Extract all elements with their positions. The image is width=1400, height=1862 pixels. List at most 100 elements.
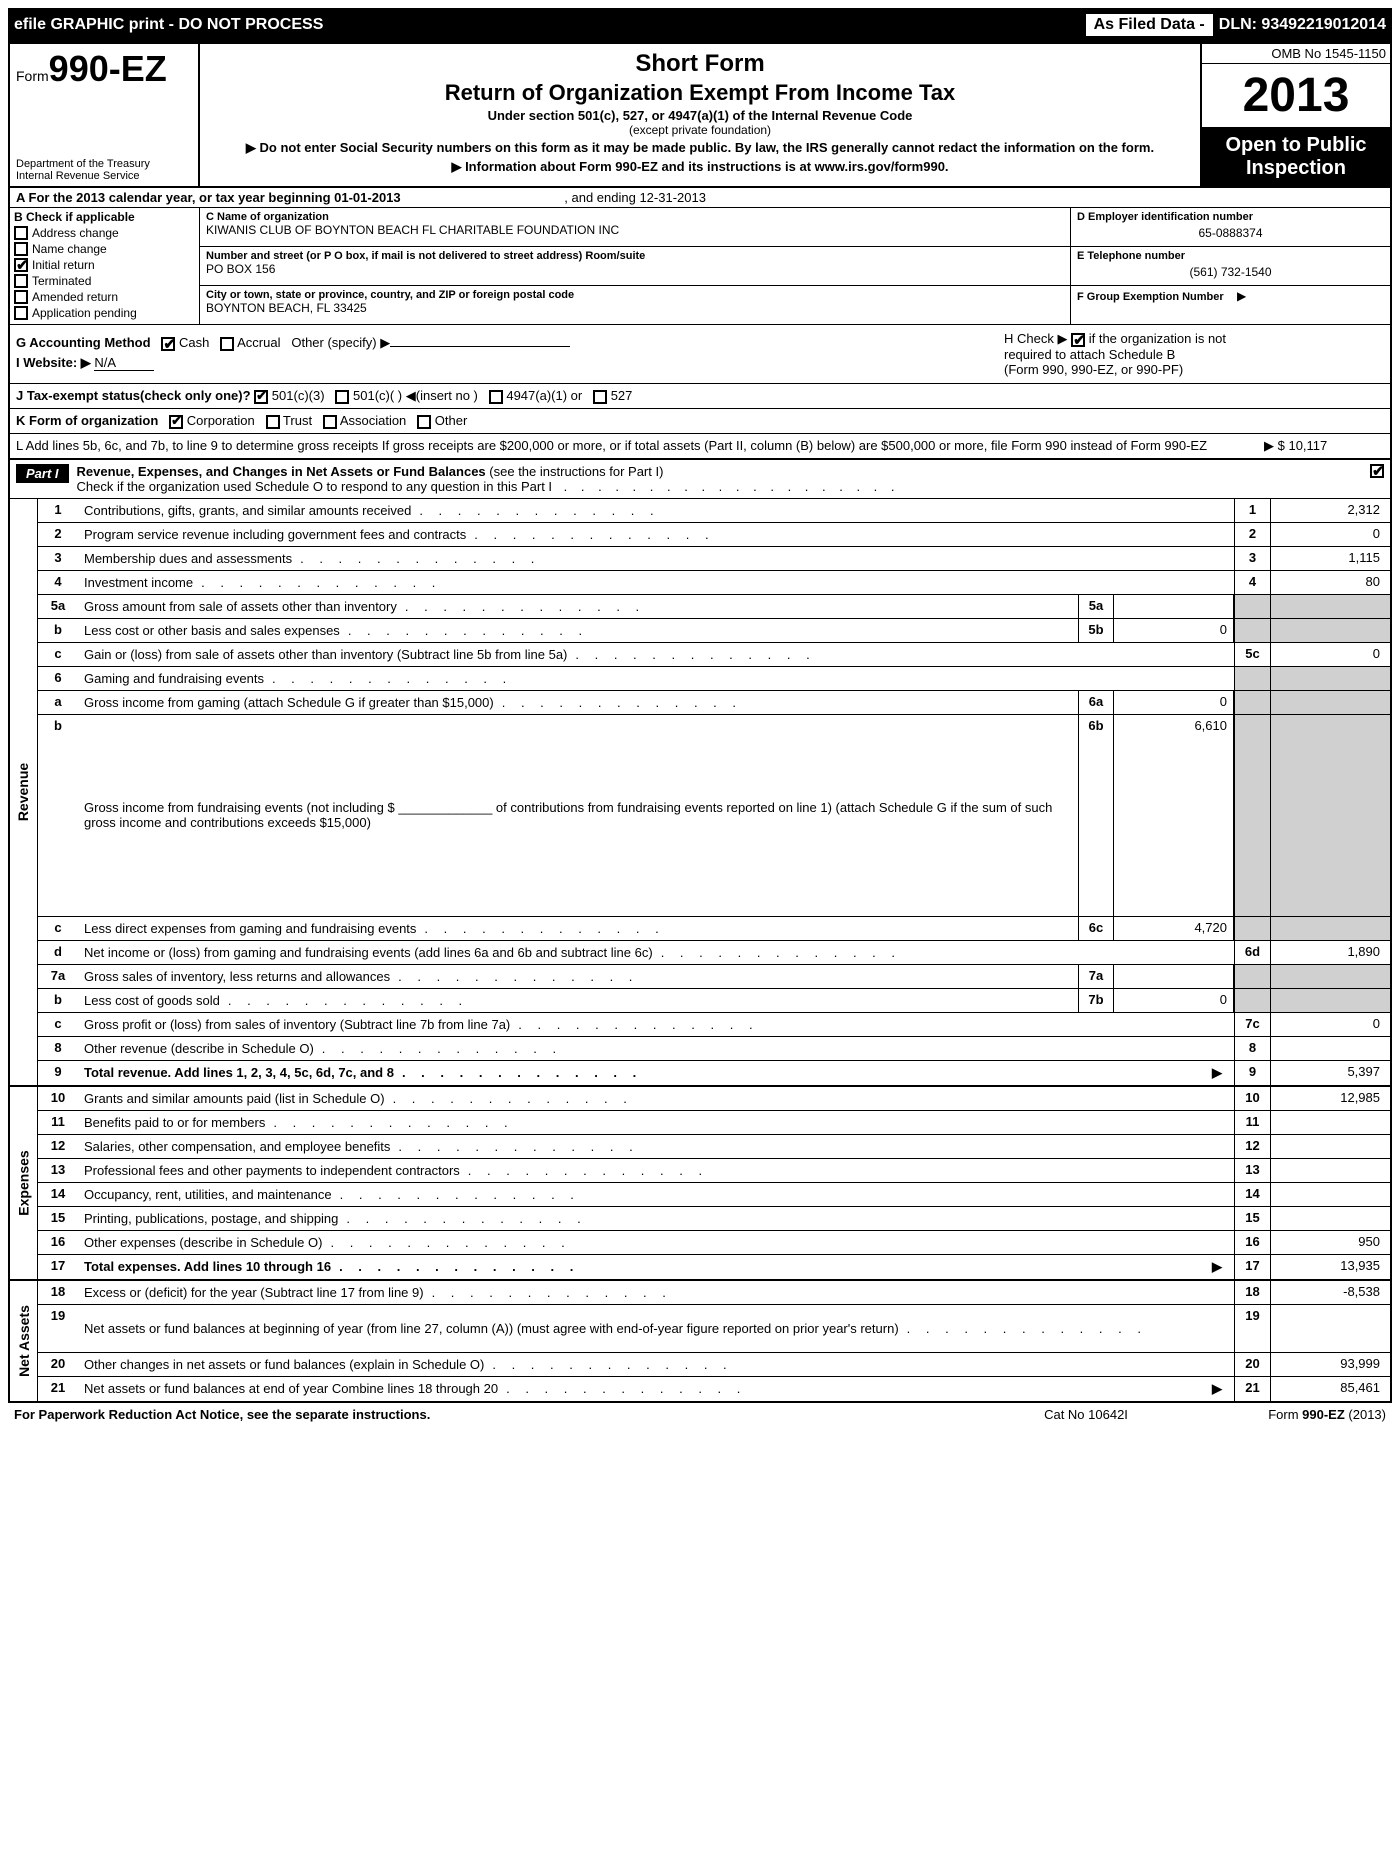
line-num: 10 [38,1087,78,1110]
b-checkbox-0[interactable] [14,226,28,240]
line-desc: Net assets or fund balances at end of ye… [78,1377,1234,1401]
line-5a: 5aGross amount from sale of assets other… [38,595,1390,619]
r-num: 21 [1234,1377,1270,1401]
line-desc: Benefits paid to or for members. . . . .… [78,1111,1234,1134]
line-desc: Less cost of goods sold. . . . . . . . .… [78,989,1078,1012]
mid-num: 5a [1078,595,1114,618]
footer-left: For Paperwork Reduction Act Notice, see … [14,1407,986,1422]
b-checkbox-2[interactable] [14,258,28,272]
r-val [1270,1037,1390,1060]
mid-num: 5b [1078,619,1114,642]
footer-right: Form 990-EZ (2013) [1186,1407,1386,1422]
line-15: 15Printing, publications, postage, and s… [38,1207,1390,1231]
line-desc: Less direct expenses from gaming and fun… [78,917,1078,940]
b-check-3: Terminated [14,274,195,288]
org-name-value: KIWANIS CLUB OF BOYNTON BEACH FL CHARITA… [206,223,1064,237]
line-14: 14Occupancy, rent, utilities, and mainte… [38,1183,1390,1207]
col-b-checkboxes: B Check if applicable Address changeName… [10,208,200,324]
other-underline [390,346,570,347]
mid-num: 6a [1078,691,1114,714]
r-num: 17 [1234,1255,1270,1279]
org-street-label: Number and street (or P O box, if mail i… [206,250,1064,262]
line-11: 11Benefits paid to or for members. . . .… [38,1111,1390,1135]
form-number-big: 990-EZ [49,48,167,89]
line-num: d [38,941,78,964]
r-val: 0 [1270,523,1390,546]
form-prefix: Form [16,68,49,84]
j-label: J Tax-exempt status(check only one)? [16,388,251,403]
k-opt-3: Other [435,413,468,428]
cash-checkbox[interactable] [161,337,175,351]
line-num: 2 [38,523,78,546]
r-val: 85,461 [1270,1377,1390,1401]
line-desc: Total expenses. Add lines 10 through 16.… [78,1255,1234,1279]
b-checkbox-5[interactable] [14,306,28,320]
r-val-shade [1270,715,1390,916]
j-527: 527 [611,388,633,403]
org-street-row: Number and street (or P O box, if mail i… [200,247,1070,286]
k-checkbox-1[interactable] [266,415,280,429]
r-val [1270,1159,1390,1182]
r-val: 2,312 [1270,499,1390,522]
j-527-checkbox[interactable] [593,390,607,404]
mid-num: 7b [1078,989,1114,1012]
line-2: 2Program service revenue including gover… [38,523,1390,547]
line-i: I Website: ▶ N/A [16,355,1004,371]
j-501c3-checkbox[interactable]: ✔ [254,390,268,404]
r-val: 1,115 [1270,547,1390,570]
line-desc: Net income or (loss) from gaming and fun… [78,941,1234,964]
line-num: a [38,691,78,714]
b-checkbox-3[interactable] [14,274,28,288]
group-label: F Group Exemption Number [1077,291,1224,303]
accrual-checkbox[interactable] [220,337,234,351]
h-line2: required to attach Schedule B [1004,347,1384,362]
r-num-shade [1234,965,1270,988]
line-desc: Gross sales of inventory, less returns a… [78,965,1078,988]
j-4947-checkbox[interactable] [489,390,503,404]
top-bar: efile GRAPHIC print - DO NOT PROCESS As … [8,8,1392,42]
part1-subtitle: (see the instructions for Part I) [489,464,663,479]
line-6: 6Gaming and fundraising events. . . . . … [38,667,1390,691]
b-check-1: Name change [14,242,195,256]
r-val: 5,397 [1270,1061,1390,1085]
part1-checkbox[interactable] [1370,464,1384,478]
b-checkbox-1[interactable] [14,242,28,256]
line-7c: cGross profit or (loss) from sales of in… [38,1013,1390,1037]
open-public: Open to Public [1204,134,1388,157]
line-desc: Other revenue (describe in Schedule O). … [78,1037,1234,1060]
b-checkbox-4[interactable] [14,290,28,304]
line-desc: Excess or (deficit) for the year (Subtra… [78,1281,1234,1304]
k-checkbox-3[interactable] [417,415,431,429]
mid-val [1114,595,1234,618]
r-num-shade [1234,595,1270,618]
j-501c3: 501(c)(3) [272,388,325,403]
line-num: 4 [38,571,78,594]
line-1: 1Contributions, gifts, grants, and simil… [38,499,1390,523]
j-501c-checkbox[interactable] [335,390,349,404]
group-arrow: ▶ [1237,289,1246,303]
subtitle-section: Under section 501(c), 527, or 4947(a)(1)… [210,108,1190,123]
tel-row: E Telephone number (561) 732-1540 [1071,247,1390,286]
k-checkbox-0[interactable]: ✔ [169,415,183,429]
line-num: 6 [38,667,78,690]
line-desc: Gaming and fundraising events. . . . . .… [78,667,1234,690]
h-checkbox[interactable] [1071,333,1085,347]
col-def: D Employer identification number 65-0888… [1070,208,1390,324]
col-b-head: B Check if applicable [14,210,195,224]
r-num: 18 [1234,1281,1270,1304]
line-num: c [38,917,78,940]
line-3: 3Membership dues and assessments. . . . … [38,547,1390,571]
omb-number: OMB No 1545-1150 [1202,44,1390,64]
line-desc: Salaries, other compensation, and employ… [78,1135,1234,1158]
line-19: 19Net assets or fund balances at beginni… [38,1305,1390,1353]
group-row: F Group Exemption Number ▶ [1071,286,1390,324]
revenue-section: Revenue 1Contributions, gifts, grants, a… [10,499,1390,1087]
section-k: K Form of organization ✔ Corporation Tru… [10,409,1390,434]
cash-label: Cash [179,335,209,350]
dept-treasury: Department of the Treasury [16,158,192,170]
r-num: 19 [1234,1305,1270,1352]
r-num: 6d [1234,941,1270,964]
k-checkbox-2[interactable] [323,415,337,429]
r-num: 8 [1234,1037,1270,1060]
line-num: b [38,619,78,642]
